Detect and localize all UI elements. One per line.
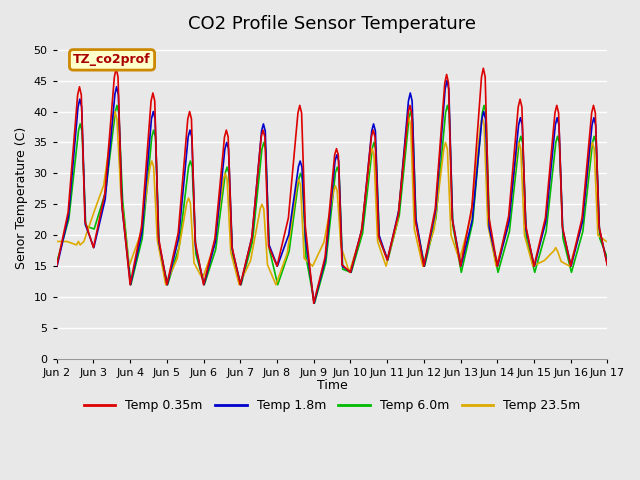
Temp 0.35m — [113, 65, 120, 71]
Temp 1.8m — [593, 164, 601, 169]
Temp 1.8m — [264, 219, 272, 225]
Temp 23.5m — [287, 224, 295, 230]
Temp 1.8m — [534, 250, 541, 255]
Temp 6.0m — [149, 129, 157, 135]
Temp 23.5m — [111, 108, 119, 114]
Line: Temp 23.5m: Temp 23.5m — [56, 111, 606, 285]
Temp 1.8m — [443, 78, 451, 84]
Temp 0.35m — [148, 93, 156, 98]
Temp 6.0m — [116, 148, 124, 154]
Temp 23.5m — [263, 256, 271, 262]
Temp 1.8m — [148, 112, 156, 118]
Temp 0.35m — [604, 263, 611, 268]
Title: CO2 Profile Sensor Temperature: CO2 Profile Sensor Temperature — [188, 15, 476, 33]
Temp 1.8m — [310, 300, 318, 306]
Temp 23.5m — [592, 180, 600, 186]
Temp 6.0m — [289, 222, 296, 228]
Temp 6.0m — [594, 178, 602, 184]
Temp 23.5m — [602, 239, 610, 244]
Temp 6.0m — [604, 257, 612, 263]
Temp 6.0m — [265, 231, 273, 237]
Temp 0.35m — [53, 264, 61, 269]
Legend: Temp 0.35m, Temp 1.8m, Temp 6.0m, Temp 23.5m: Temp 0.35m, Temp 1.8m, Temp 6.0m, Temp 2… — [79, 394, 585, 417]
Temp 6.0m — [54, 257, 61, 263]
Temp 6.0m — [310, 300, 318, 306]
Temp 1.8m — [53, 264, 61, 269]
Temp 6.0m — [534, 257, 542, 263]
Temp 0.35m — [310, 300, 317, 306]
Temp 23.5m — [532, 262, 540, 267]
Temp 1.8m — [116, 137, 124, 143]
Temp 0.35m — [264, 227, 272, 233]
Temp 0.35m — [116, 131, 124, 136]
Temp 23.5m — [115, 148, 122, 154]
Temp 23.5m — [162, 282, 170, 288]
Temp 0.35m — [534, 249, 541, 254]
Temp 6.0m — [113, 103, 121, 108]
Line: Temp 0.35m: Temp 0.35m — [57, 68, 607, 303]
X-axis label: Time: Time — [317, 379, 348, 392]
Temp 23.5m — [52, 239, 60, 244]
Temp 0.35m — [593, 156, 600, 161]
Line: Temp 6.0m: Temp 6.0m — [58, 106, 608, 303]
Text: TZ_co2prof: TZ_co2prof — [73, 53, 151, 66]
Line: Temp 1.8m: Temp 1.8m — [57, 81, 607, 303]
Temp 0.35m — [288, 177, 296, 182]
Temp 1.8m — [604, 263, 611, 268]
Temp 1.8m — [288, 208, 296, 214]
Y-axis label: Senor Temperature (C): Senor Temperature (C) — [15, 127, 28, 269]
Temp 23.5m — [147, 160, 155, 166]
